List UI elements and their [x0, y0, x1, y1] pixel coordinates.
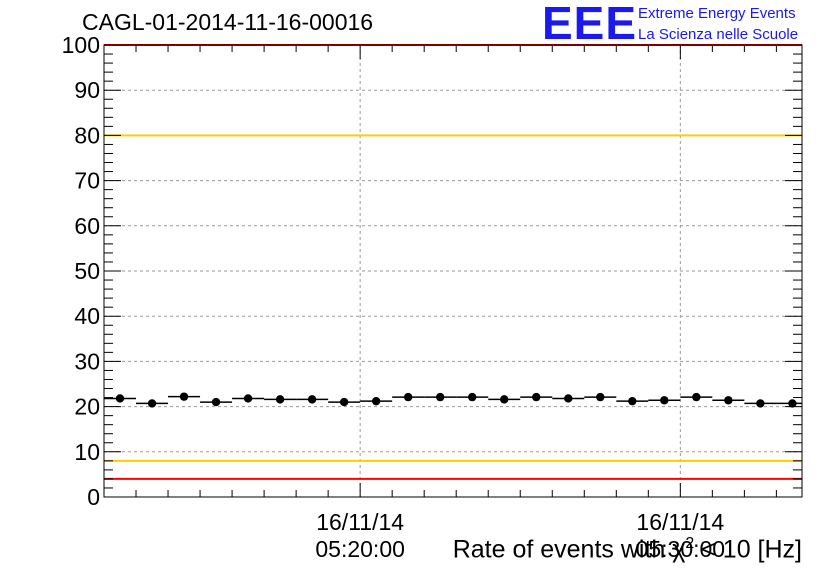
y-tick-label: 0 — [87, 484, 100, 510]
data-point — [243, 394, 253, 403]
data-point — [756, 399, 765, 408]
chi-symbol: χ — [672, 535, 686, 564]
x-axis-title-suffix: < 10 [Hz] — [694, 535, 802, 564]
data-point — [211, 397, 221, 407]
data-point — [371, 396, 381, 406]
data-point — [468, 392, 477, 402]
y-tick-label: 40 — [74, 303, 100, 329]
data-point — [692, 392, 701, 402]
x-tick-label-time: 05:20:00 — [315, 536, 405, 562]
data-point — [147, 399, 157, 408]
data-point — [724, 396, 733, 405]
y-tick-label: 50 — [74, 258, 100, 284]
data-point — [532, 392, 541, 402]
y-tick-label: 10 — [74, 439, 100, 465]
run-title: CAGL-01-2014-11-16-00016 — [82, 9, 374, 35]
eee-logo-mark: EEE — [542, 0, 638, 49]
data-point — [628, 396, 637, 406]
data-point — [788, 399, 797, 408]
data-point — [179, 392, 189, 401]
x-tick-label-date: 16/11/14 — [636, 509, 724, 535]
chi-exponent: 2 — [685, 535, 695, 552]
y-tick-label: 70 — [74, 168, 100, 194]
data-point — [339, 397, 349, 407]
data-point — [115, 394, 125, 403]
data-point — [435, 392, 445, 402]
data-point — [403, 392, 413, 402]
data-point — [564, 394, 573, 403]
data-point — [307, 395, 317, 404]
y-tick-label: 30 — [74, 348, 100, 374]
x-axis-title: Rate of events with χ2 < 10 [Hz] — [453, 535, 802, 564]
data-point — [500, 395, 509, 404]
x-tick-label-time: 05:30:00 — [636, 536, 726, 562]
data-point — [596, 392, 605, 402]
data-point — [660, 396, 669, 405]
logo-line-2: La Scienza nelle Scuole — [638, 26, 799, 43]
x-tick-label-date: 16/11/14 — [316, 509, 404, 535]
y-tick-label: 80 — [74, 122, 100, 148]
x-axis-title-prefix: Rate of events with — [452, 535, 673, 564]
y-tick-label: 90 — [74, 77, 100, 103]
data-point — [275, 395, 285, 404]
y-tick-label: 60 — [74, 213, 100, 239]
y-tick-label: 20 — [74, 394, 100, 420]
logo-line-1: Extreme Energy Events — [638, 5, 796, 22]
y-tick-label: 100 — [62, 32, 100, 58]
